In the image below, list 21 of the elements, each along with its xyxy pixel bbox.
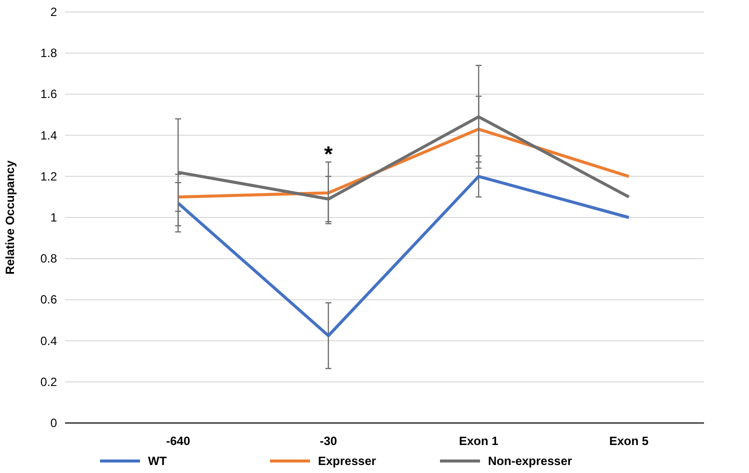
y-tick-label: 1.4 bbox=[40, 128, 58, 142]
y-tick-label: 1 bbox=[50, 210, 58, 224]
y-axis-title: Relative Occupancy bbox=[3, 160, 17, 275]
y-tick-label: 0.6 bbox=[40, 292, 58, 307]
line-series bbox=[176, 174, 630, 338]
y-tick-label: 0.2 bbox=[40, 374, 58, 389]
annotation: * bbox=[324, 142, 334, 167]
y-tick-label: 0 bbox=[50, 416, 58, 430]
y-tick-label: 1.8 bbox=[40, 46, 58, 60]
x-tick-label: ‑640 bbox=[166, 434, 190, 448]
y-tick-label: 0.8 bbox=[40, 252, 58, 266]
x-tick-label: ‑30 bbox=[320, 434, 338, 448]
y-tick-label: 1.6 bbox=[40, 87, 58, 102]
x-tick-label: Exon 5 bbox=[609, 434, 649, 448]
legend-label: WT bbox=[148, 454, 168, 468]
legend-label: Expresser bbox=[318, 454, 376, 468]
legend-label: Non-expresser bbox=[488, 454, 572, 468]
x-tick-label: Exon 1 bbox=[458, 434, 499, 448]
y-tick-label: 1.2 bbox=[40, 169, 58, 184]
y-tick-label: 0.4 bbox=[40, 334, 58, 348]
y-tick-label: 2 bbox=[50, 5, 58, 19]
